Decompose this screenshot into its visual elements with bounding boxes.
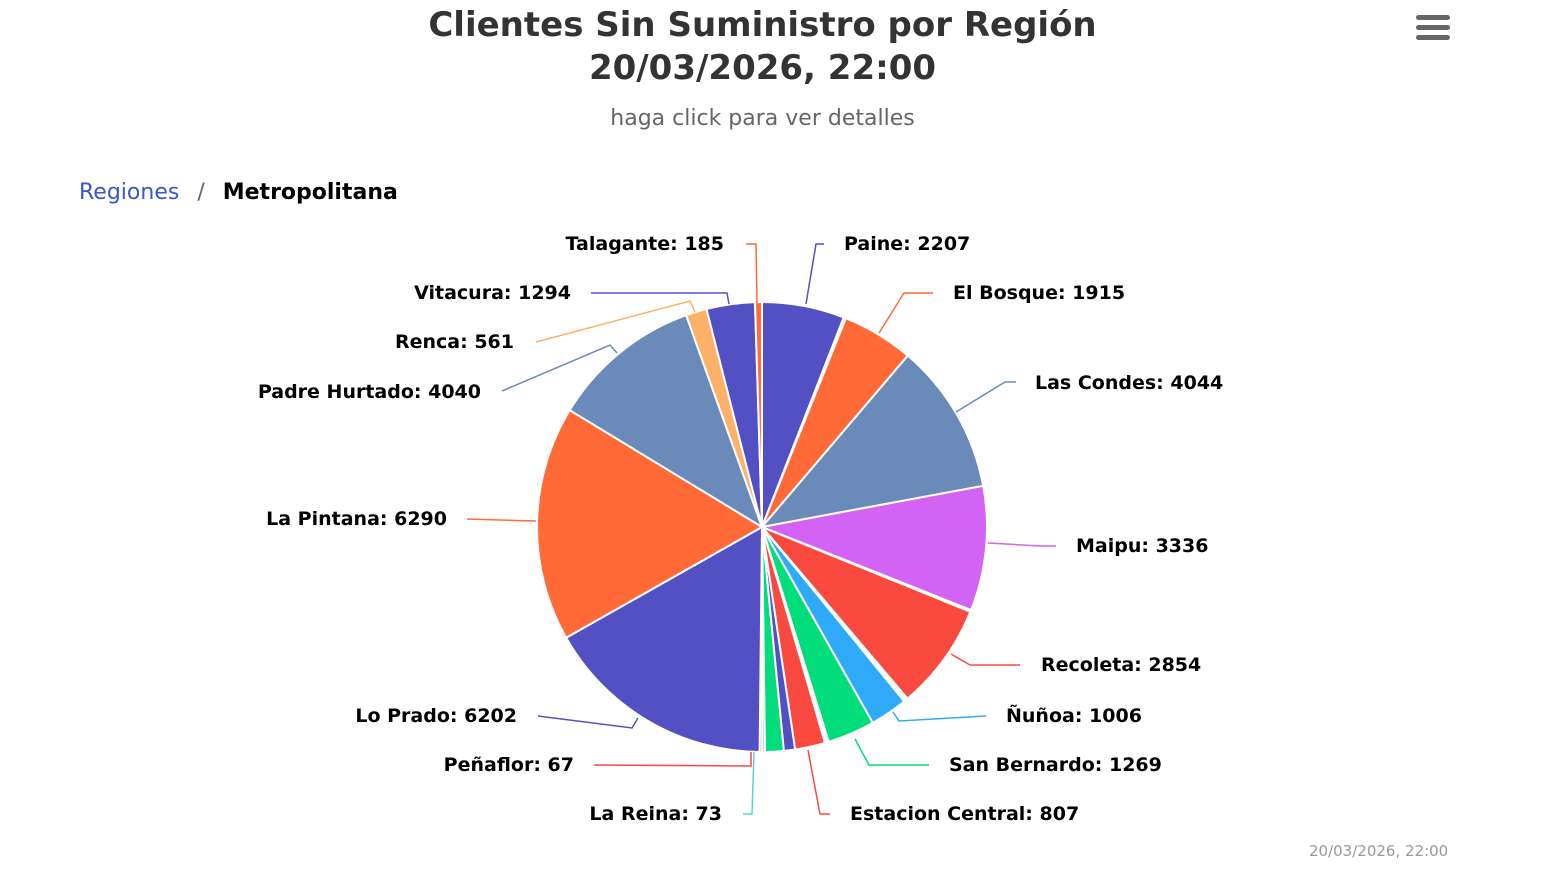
label-connector-line [743, 751, 755, 815]
data-label[interactable]: Recoleta: 2854 [1041, 654, 1201, 676]
label-connector-line [878, 292, 933, 334]
label-connector-line [593, 752, 752, 767]
data-label[interactable]: Peñaflor: 67 [444, 754, 574, 776]
data-label[interactable]: Padre Hurtado: 4040 [258, 381, 481, 403]
label-connector-line [537, 715, 639, 729]
breadcrumb: Regiones / Metropolitana [79, 180, 398, 205]
data-label[interactable]: Paine: 2207 [844, 233, 970, 255]
chart-timestamp: 20/03/2026, 22:00 [1309, 842, 1449, 860]
label-connector-line [892, 711, 987, 722]
chart-subtitle: haga click para ver detalles [610, 106, 915, 131]
data-label[interactable]: Renca: 561 [395, 331, 514, 353]
label-connector-line [501, 344, 618, 392]
label-connector-line [950, 653, 1020, 666]
data-labels: Paine: 2207 El Bosque: 1915 Las Condes: 40… [258, 233, 1223, 825]
data-label[interactable]: Lo Prado: 6202 [355, 705, 517, 727]
label-connector-line [805, 243, 824, 305]
pie-slice-las-condes[interactable] [761, 354, 985, 528]
label-connector-line [987, 542, 1056, 547]
pie-slice-la-pintana[interactable] [536, 409, 763, 639]
pie-slice-talagante[interactable] [753, 301, 763, 528]
breadcrumb-current: Metropolitana [222, 180, 398, 205]
label-connector-line [955, 381, 1016, 413]
pie-slice-recoleta[interactable] [761, 526, 972, 700]
label-connector-line [591, 292, 730, 305]
data-label[interactable]: Las Condes: 4044 [1035, 372, 1223, 394]
data-label[interactable]: La Reina: 73 [589, 803, 722, 825]
pie-slice-lo-prado[interactable] [565, 526, 763, 753]
chart-title-line1: Clientes Sin Suministro por Región [428, 5, 1097, 45]
data-label[interactable]: Vitacura: 1294 [414, 282, 571, 304]
hamburger-menu-icon[interactable] [1414, 12, 1452, 44]
data-label[interactable]: Estacion Central: 807 [850, 803, 1079, 825]
data-label[interactable]: Talagante: 185 [566, 233, 724, 255]
data-label[interactable]: El Bosque: 1915 [953, 282, 1125, 304]
data-label[interactable]: Maipu: 3336 [1076, 535, 1208, 557]
data-label[interactable]: San Bernardo: 1269 [949, 754, 1162, 776]
label-connector-line [854, 738, 929, 766]
label-connector-line [807, 749, 830, 815]
label-connector-line [535, 300, 696, 343]
label-connector-line [746, 243, 758, 304]
breadcrumb-separator: / [197, 180, 205, 205]
pie-slices [536, 301, 988, 754]
breadcrumb-regiones-link[interactable]: Regiones [79, 180, 180, 205]
chart-title-line2: 20/03/2026, 22:00 [588, 48, 937, 88]
label-connectors [466, 243, 1056, 815]
data-label[interactable]: Ñuñoa: 1006 [1006, 703, 1142, 727]
chart-title: Clientes Sin Suministro por Región 20/03… [0, 4, 1525, 90]
pie-slice-maipu[interactable] [761, 484, 988, 612]
label-connector-line [466, 518, 537, 522]
data-label[interactable]: La Pintana: 6290 [266, 508, 447, 530]
pie-slice-padre-hurtado[interactable] [568, 314, 763, 528]
